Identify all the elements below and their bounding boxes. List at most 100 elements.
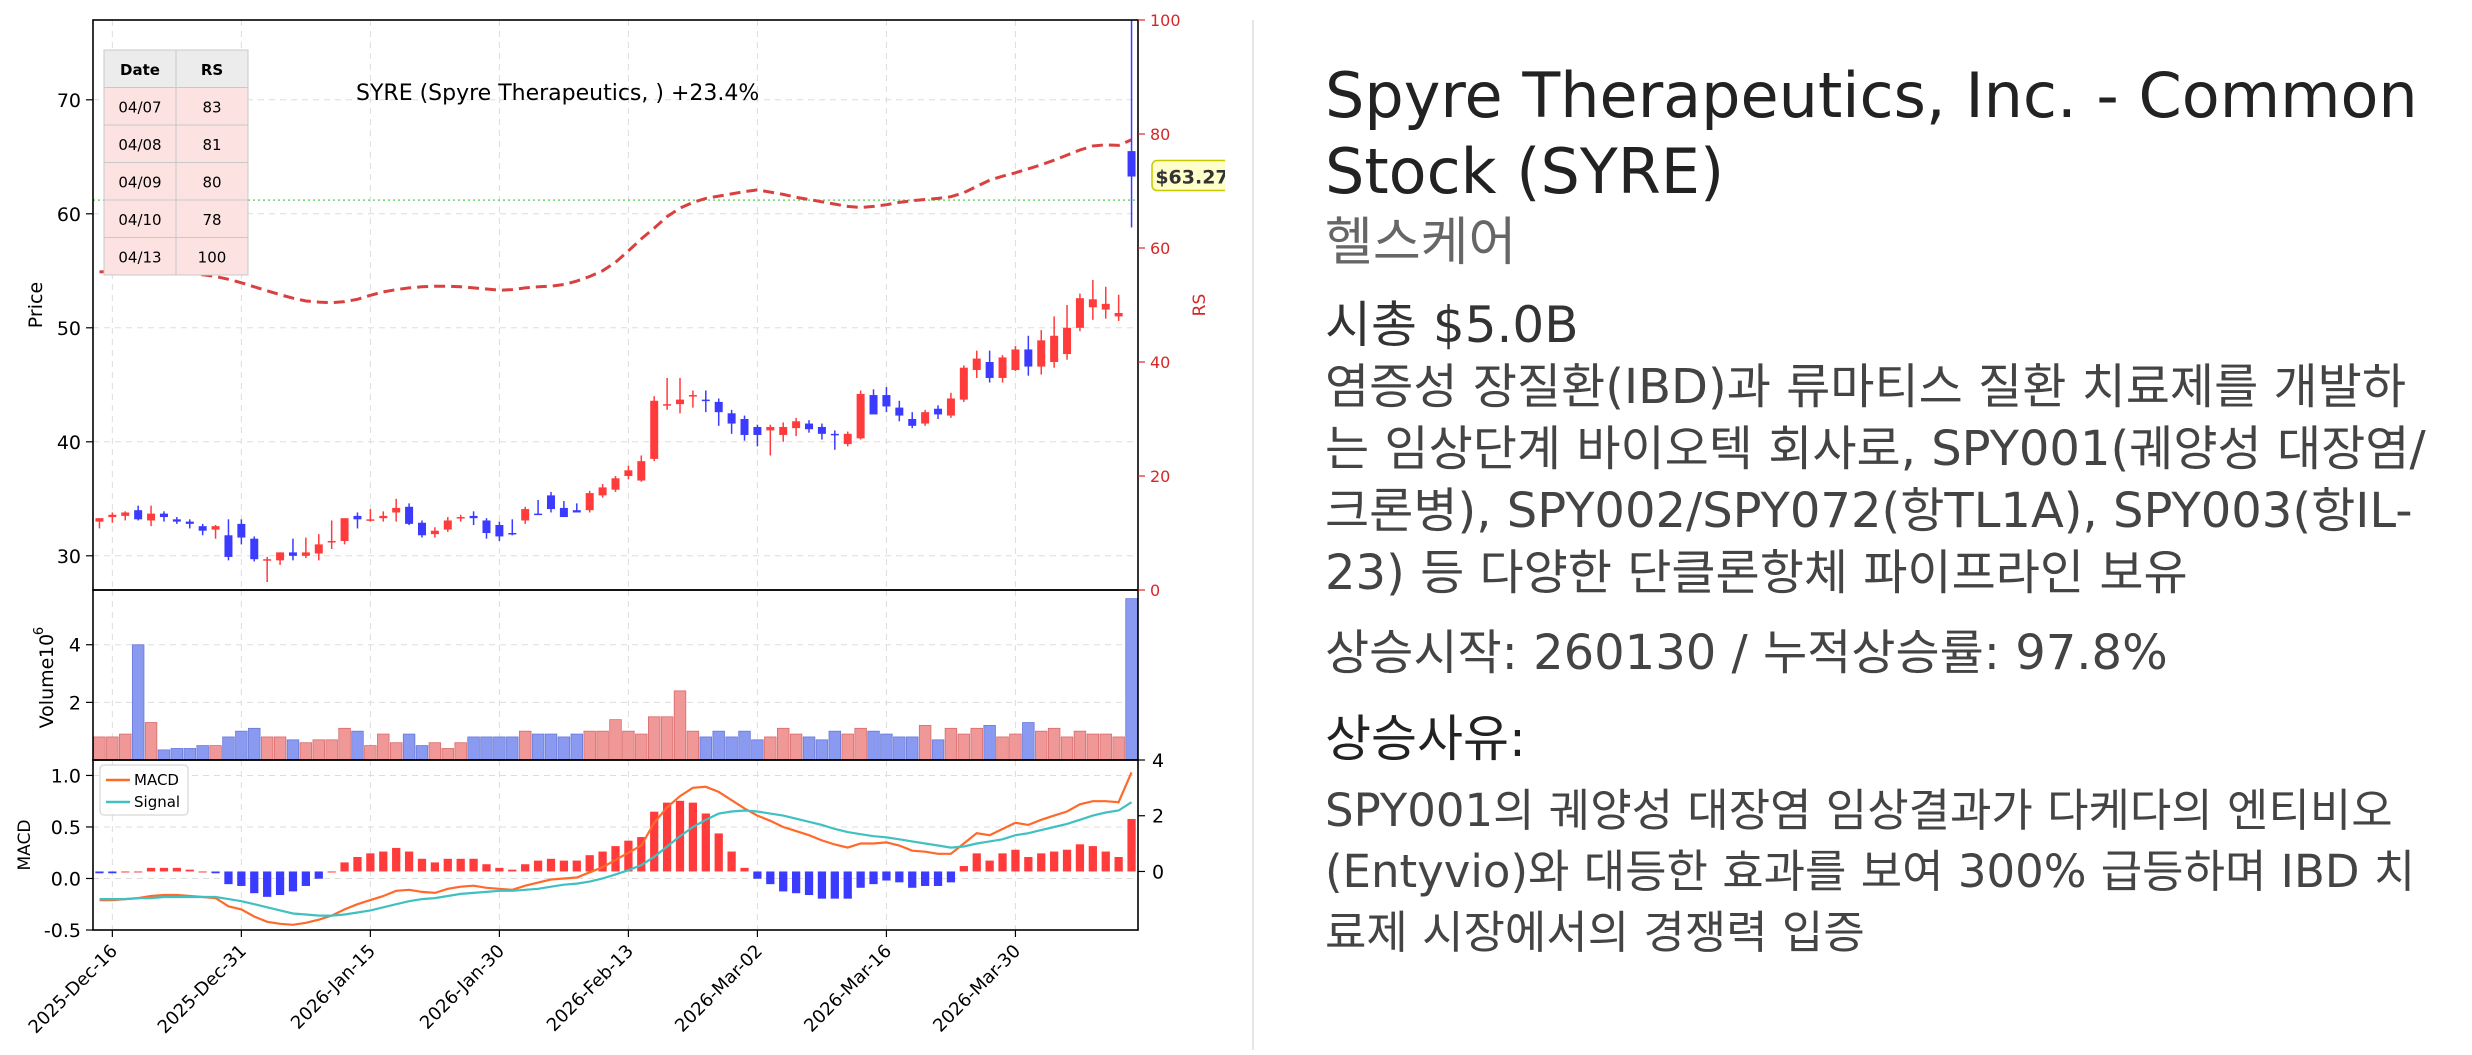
rs-tick-label: 40: [1150, 353, 1170, 372]
macd-hist-bar: [1075, 844, 1085, 872]
rs-table-cell: [103, 237, 177, 276]
macd-hist-bar: [314, 871, 323, 879]
rs-table-date: 04/09: [118, 174, 161, 192]
volume-bar: [854, 727, 867, 761]
macd-hist-bar: [727, 851, 736, 872]
macd-hist-bar: [301, 871, 310, 886]
volume-bar: [273, 736, 287, 761]
macd-hist-bar: [263, 871, 272, 897]
macd-hist-bar: [340, 862, 349, 872]
volume-bar: [183, 748, 196, 761]
candle-body: [740, 419, 749, 435]
volume-bar: [248, 727, 261, 761]
candle-body: [546, 495, 555, 510]
candle-body: [482, 520, 491, 533]
macd-hist-bar: [882, 871, 891, 881]
candle-body: [263, 559, 272, 561]
macd-hist-bar: [598, 851, 607, 872]
candle-body: [972, 358, 981, 370]
volume-bar: [1009, 733, 1022, 761]
volume-bar: [338, 727, 351, 761]
macd-hist-bar: [521, 864, 530, 872]
hist-tick-label: 4: [1152, 750, 1164, 772]
macd-hist-bar: [1011, 849, 1020, 872]
macd-hist-bar: [1114, 856, 1123, 872]
candle-body: [921, 412, 930, 424]
macd-hist-bar: [701, 813, 710, 872]
rs-axis-label: RS: [1190, 294, 1210, 317]
price-tick-label: 60: [57, 204, 81, 226]
volume-bar: [325, 739, 338, 761]
price-axis-label: Price: [25, 282, 47, 328]
macd-hist-bar: [921, 871, 930, 886]
macd-tick-label: 1.0: [51, 765, 81, 787]
chart-canvas: 3040506070Price020406080100RS24Volume610…: [15, 11, 1225, 1038]
macd-hist-bar: [469, 858, 478, 872]
macd-hist-bar: [998, 853, 1007, 872]
macd-hist-bar: [211, 871, 220, 874]
macd-hist-bar: [766, 871, 775, 885]
candle-body: [650, 400, 659, 459]
candle-body: [1050, 335, 1059, 362]
x-tick-label: 2026-Jan-30: [416, 941, 509, 1034]
volume-bar: [944, 727, 958, 761]
rs-table-value: 80: [202, 174, 221, 192]
rs-table-value: 81: [202, 136, 221, 154]
volume-bar: [764, 736, 777, 761]
x-tick-label: 2025-Dec-31: [154, 941, 251, 1038]
volume-bar: [106, 736, 119, 761]
macd-hist-bar: [275, 871, 285, 896]
volume-bar: [1060, 736, 1074, 761]
macd-hist-bar: [830, 871, 839, 899]
candle-body: [998, 357, 1007, 378]
volume-bar: [841, 733, 854, 761]
candle-body: [250, 538, 259, 560]
candle-body: [134, 510, 143, 520]
x-tick-label: 2026-Mar-16: [800, 941, 896, 1037]
candle-body: [985, 362, 994, 378]
stock-chart: 30 40 50 60 70 Price 0 20 40 60 80 100 RS 2 4 Volume 6 10…: [0, 0, 1225, 1055]
volume-bar: [196, 745, 209, 761]
rs-tick-label: 100: [1150, 11, 1181, 30]
macd-hist-bar: [353, 856, 362, 872]
macd-hist-bar: [482, 864, 491, 872]
candle-body: [817, 426, 826, 434]
macd-hist-bar: [404, 851, 414, 872]
candle-body: [392, 507, 401, 513]
macd-hist-bar: [456, 858, 465, 872]
candle-body: [1024, 349, 1033, 367]
candle-body: [301, 552, 310, 556]
signal-line: [99, 801, 1133, 917]
volume-bar: [131, 644, 145, 761]
macd-hist-bar: [791, 871, 801, 894]
stock-title: Spyre Therapeutics, Inc. - Common Stock …: [1325, 59, 2418, 208]
volume-bar: [557, 736, 571, 761]
candle-body: [946, 398, 955, 416]
volume-bar: [351, 730, 364, 761]
reason-text: SPY001의 궤양성 대장염 임상결과가 다케다의 엔티비오(Entyvio)…: [1325, 784, 2416, 959]
volume-bar: [660, 716, 674, 761]
candle-body: [237, 523, 246, 538]
volume-bar: [222, 736, 235, 761]
candle-body: [379, 515, 388, 519]
candle-body: [211, 526, 220, 530]
macd-hist-bar: [959, 866, 968, 872]
candle-body: [469, 515, 478, 519]
market-cap: 시총 $5.0B: [1325, 296, 1579, 354]
macd-hist-bar: [95, 871, 104, 874]
volume-bar: [480, 736, 493, 761]
candle-body: [1075, 298, 1084, 328]
candle-body: [663, 404, 672, 406]
candle-body: [276, 552, 285, 561]
rs-table-header-date: Date: [120, 61, 160, 79]
candle-body: [637, 461, 646, 481]
rs-tick-label: 80: [1150, 125, 1170, 144]
rs-table-cell: [175, 124, 249, 163]
macd-hist-bar: [779, 871, 788, 892]
x-tick-label: 2026-Feb-13: [543, 941, 638, 1036]
volume-bar: [312, 739, 325, 761]
macd-hist-bar: [740, 867, 749, 872]
volume-bar: [1073, 730, 1087, 761]
volume-bar: [1086, 733, 1100, 761]
candle-body: [830, 433, 839, 436]
